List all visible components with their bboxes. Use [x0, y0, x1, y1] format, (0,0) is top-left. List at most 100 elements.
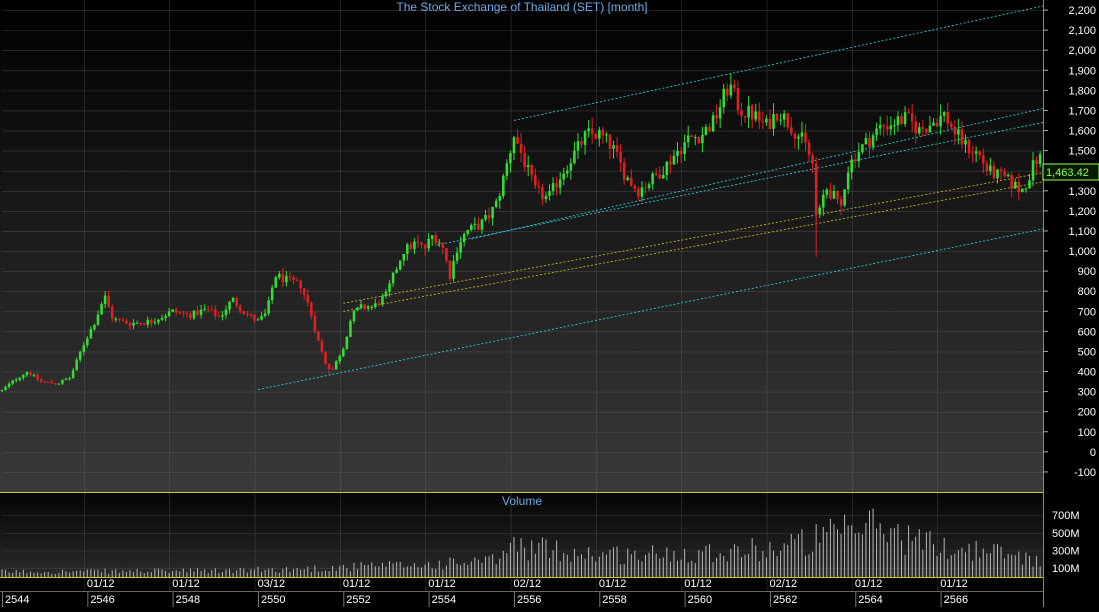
- candle-body-down: [238, 305, 242, 311]
- candle-body-up: [192, 310, 196, 319]
- candle-body-down: [196, 310, 199, 315]
- price-tick-label: 600: [1078, 326, 1096, 338]
- candle-body-up: [342, 348, 345, 357]
- candle-body-up: [4, 386, 7, 391]
- candle-body-down: [708, 126, 711, 132]
- candle-body-down: [736, 88, 740, 111]
- candle-body-down: [363, 304, 366, 309]
- candle-body-down: [43, 381, 46, 383]
- candle-body-down: [985, 163, 989, 172]
- price-tick-label: 1,200: [1068, 206, 1096, 218]
- date-tick-label: 03/12: [258, 578, 286, 590]
- candle-body-down: [441, 242, 445, 248]
- candle-body-up: [406, 244, 409, 254]
- candle-body-down: [953, 126, 957, 135]
- candle-body-down: [633, 185, 637, 189]
- candle-body-up: [1031, 160, 1035, 181]
- candle-body-up: [846, 172, 850, 190]
- candle-body-up: [356, 307, 359, 311]
- date-tick-label: 01/12: [87, 578, 115, 590]
- candle-body-down: [637, 188, 640, 197]
- candle-body-up: [1021, 188, 1024, 193]
- candle-body-up: [509, 153, 512, 164]
- price-tick-label: 300: [1078, 387, 1096, 399]
- candle-body-up: [772, 113, 775, 129]
- channel-line-inner: [343, 172, 1044, 304]
- candle-body-up: [818, 207, 822, 215]
- candle-body-down: [516, 137, 519, 144]
- date-tick-label: 01/12: [599, 578, 627, 590]
- candle-body-down: [697, 136, 701, 144]
- candle-body-down: [910, 113, 914, 122]
- candle-body-up: [989, 165, 992, 172]
- candle-body-down: [537, 185, 541, 187]
- candle-body-up: [466, 230, 470, 234]
- volume-bars: [1, 508, 1041, 577]
- volume-tick-label: 700M: [1052, 510, 1080, 522]
- candle-body-up: [686, 135, 690, 143]
- candle-body-up: [765, 118, 768, 123]
- candle-body-up: [171, 309, 174, 312]
- candle-body-down: [978, 151, 981, 156]
- candle-body-down: [39, 379, 43, 382]
- candle-body-up: [103, 295, 107, 304]
- candle-body-up: [132, 322, 135, 326]
- candle-body-up: [18, 377, 22, 380]
- candle-body-up: [100, 303, 103, 315]
- candle-body-up: [903, 112, 907, 125]
- candle-body-down: [214, 309, 217, 317]
- candle-body-down: [946, 112, 949, 124]
- candle-body-up: [544, 195, 548, 200]
- candle-body-down: [54, 383, 57, 385]
- candle-body-up: [512, 137, 516, 154]
- candle-body-up: [1024, 188, 1028, 190]
- candle-body-down: [320, 340, 324, 352]
- candle-body-down: [306, 294, 310, 303]
- candle-body-down: [740, 110, 743, 117]
- candle-body-up: [96, 314, 100, 325]
- date-tick-label: 01/12: [172, 578, 200, 590]
- price-tick-label: 2,200: [1068, 5, 1096, 17]
- candle-body-up: [651, 173, 654, 185]
- candle-body-up: [263, 313, 267, 316]
- candle-body-down: [750, 105, 754, 120]
- candle-body-up: [505, 163, 509, 176]
- channel-line-outer: [437, 122, 1044, 246]
- price-tick-label: 1,100: [1068, 226, 1096, 238]
- price-tick-label: 1,700: [1068, 105, 1096, 117]
- candle-body-up: [427, 238, 430, 249]
- candle-body-up: [665, 161, 669, 175]
- year-label: 2552: [346, 594, 370, 606]
- candle-body-up: [598, 129, 601, 139]
- candle-body-up: [1038, 154, 1042, 165]
- candle-body-up: [270, 287, 274, 301]
- candle-body-up: [1028, 180, 1031, 189]
- volume-tick-label: 100M: [1052, 563, 1080, 575]
- candle-body-up: [718, 107, 722, 119]
- candle-body-down: [868, 137, 871, 147]
- candle-body-up: [494, 200, 498, 207]
- candle-body-down: [981, 155, 985, 164]
- candle-body-up: [647, 184, 651, 188]
- candle-body-down: [313, 316, 317, 332]
- candle-body-down: [477, 223, 480, 230]
- candle-body-down: [302, 288, 306, 295]
- candle-body-up: [438, 242, 441, 244]
- candle-body-down: [679, 150, 683, 155]
- date-tick-label: 02/12: [770, 578, 798, 590]
- candle-body-down: [185, 313, 189, 315]
- candle-body-up: [864, 137, 868, 145]
- candle-body-down: [619, 151, 622, 163]
- year-label: 2564: [858, 594, 882, 606]
- candle-body-up: [832, 190, 836, 199]
- candle-body-down: [935, 122, 939, 127]
- candle-body-up: [754, 111, 758, 120]
- candle-body-down: [658, 174, 662, 179]
- candle-body-up: [221, 315, 224, 317]
- candle-body-down: [519, 143, 523, 153]
- candle-body-down: [743, 116, 747, 118]
- year-label: 2556: [517, 594, 541, 606]
- candle-body-down: [139, 322, 142, 324]
- candle-body-down: [242, 310, 246, 314]
- candle-body-down: [288, 276, 292, 278]
